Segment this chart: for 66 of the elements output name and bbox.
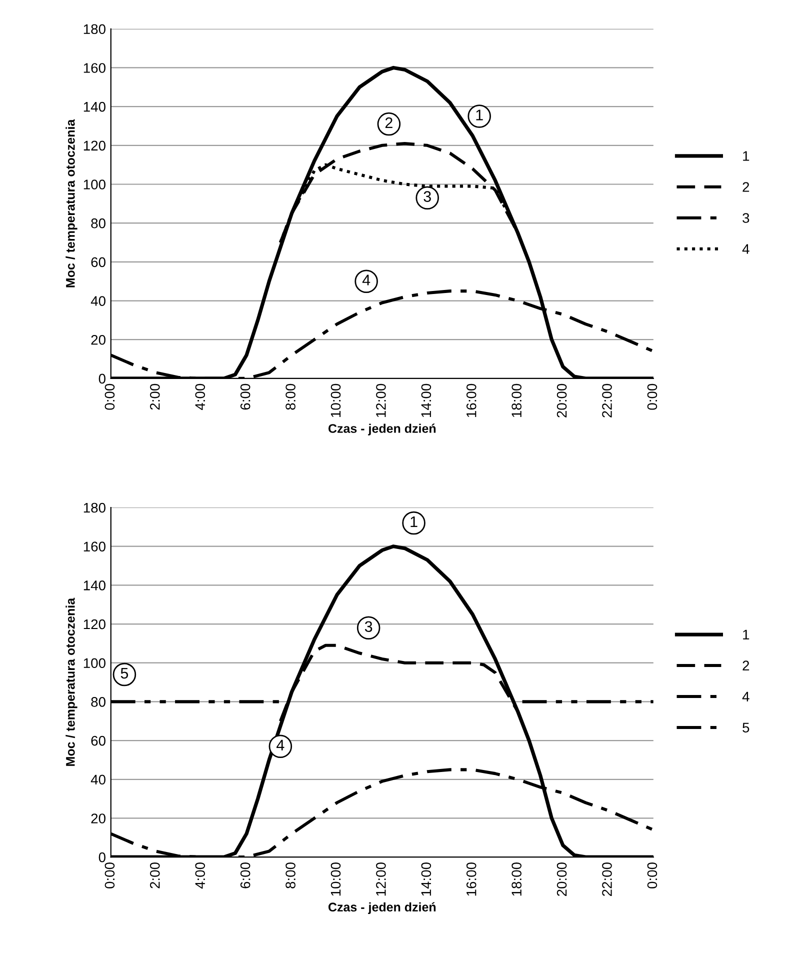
annotation: 4 bbox=[362, 274, 370, 286]
x-tick-label: 6:00 bbox=[240, 862, 250, 888]
legend-label: 2 bbox=[742, 660, 750, 670]
y-tick-label: 40 bbox=[90, 774, 106, 785]
x-tick-label: 0:00 bbox=[104, 862, 115, 888]
annotation: 3 bbox=[424, 191, 431, 202]
x-tick-label: 20:00 bbox=[556, 862, 567, 896]
annotation: 3 bbox=[364, 621, 372, 632]
x-axis-title: Czas - jeden dzień bbox=[328, 902, 436, 914]
x-tick-label: 0:00 bbox=[104, 384, 115, 410]
legend-label: 5 bbox=[742, 722, 750, 733]
x-tick-label: 2:00 bbox=[150, 862, 160, 888]
x-tick-label: 14:00 bbox=[421, 862, 432, 896]
y-tick-label: 120 bbox=[84, 619, 106, 630]
y-tick-label: 20 bbox=[91, 334, 106, 345]
y-axis-title: Moc / temperatura otoczenia bbox=[66, 119, 78, 288]
x-tick-label: 6:00 bbox=[240, 384, 250, 410]
x-tick-label: 10:00 bbox=[330, 384, 341, 418]
y-tick-label: 20 bbox=[91, 814, 106, 824]
x-tick-label: 22:00 bbox=[602, 384, 612, 418]
x-tick-label: 20:00 bbox=[556, 384, 567, 418]
x-tick-label: 2:00 bbox=[150, 384, 160, 410]
y-tick-label: 60 bbox=[91, 736, 106, 746]
y-axis-title: Moc / temperatura otoczenia bbox=[66, 598, 78, 766]
annotation: 1 bbox=[410, 516, 418, 527]
y-tick-label: 100 bbox=[84, 180, 106, 190]
legend-label: 3 bbox=[742, 213, 750, 223]
y-tick-label: 140 bbox=[84, 102, 106, 112]
y-tick-label: 140 bbox=[84, 580, 106, 590]
y-tick-label: 160 bbox=[84, 542, 106, 552]
legend-label: 4 bbox=[742, 692, 750, 702]
annotation: 1 bbox=[476, 110, 483, 120]
x-tick-label: 0:00 bbox=[647, 862, 658, 888]
x-tick-label: 10:00 bbox=[330, 862, 341, 896]
x-axis-title: Czas - jeden dzień bbox=[328, 424, 436, 436]
y-tick-label: 0 bbox=[98, 374, 106, 384]
y-tick-label: 120 bbox=[84, 140, 106, 151]
x-tick-label: 16:00 bbox=[466, 862, 476, 896]
x-tick-label: 8:00 bbox=[286, 862, 296, 888]
annotation: 4 bbox=[276, 740, 284, 750]
y-tick-label: 40 bbox=[90, 296, 106, 306]
x-tick-label: 18:00 bbox=[512, 862, 522, 896]
legend-label: 2 bbox=[742, 182, 750, 192]
x-tick-label: 4:00 bbox=[195, 862, 206, 889]
x-tick-label: 12:00 bbox=[376, 862, 386, 896]
annotation: 2 bbox=[385, 117, 392, 128]
x-tick-label: 12:00 bbox=[376, 384, 386, 418]
y-tick-label: 60 bbox=[91, 257, 106, 268]
legend-label: 4 bbox=[742, 244, 750, 254]
x-tick-label: 4:00 bbox=[195, 384, 206, 410]
legend-label: 1 bbox=[743, 630, 750, 640]
x-tick-label: 22:00 bbox=[602, 862, 612, 896]
y-tick-label: 180 bbox=[84, 502, 106, 513]
x-tick-label: 14:00 bbox=[421, 384, 432, 418]
annotation: 5 bbox=[120, 668, 128, 679]
x-tick-label: 18:00 bbox=[512, 384, 522, 418]
y-tick-label: 100 bbox=[84, 658, 106, 668]
y-tick-label: 80 bbox=[91, 697, 106, 707]
legend-label: 1 bbox=[743, 151, 750, 161]
x-tick-label: 8:00 bbox=[286, 384, 296, 410]
x-tick-label: 16:00 bbox=[466, 384, 476, 418]
y-tick-label: 80 bbox=[91, 218, 106, 228]
x-tick-label: 0:00 bbox=[647, 384, 658, 410]
y-tick-label: 0 bbox=[98, 852, 106, 862]
y-tick-label: 160 bbox=[84, 63, 106, 73]
y-tick-label: 180 bbox=[84, 24, 106, 34]
